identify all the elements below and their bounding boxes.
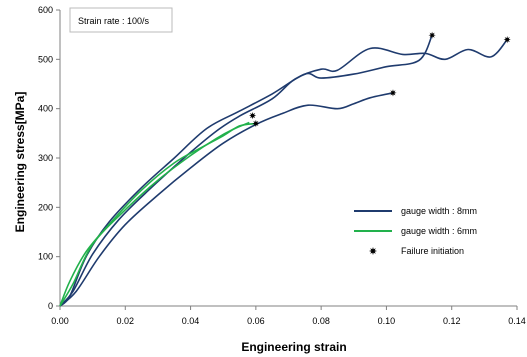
x-tick-label: 0.08	[312, 316, 330, 326]
axes: 0.00 0.02 0.04 0.06 0.08 0.10 0.12 0.14 0 100 200 3…	[38, 5, 526, 326]
y-tick-label: 400	[38, 104, 53, 114]
series-line-3	[59, 92, 394, 307]
x-tick-label: 0.06	[247, 316, 265, 326]
x-tick-label: 0.10	[378, 316, 396, 326]
series-line-2	[59, 39, 508, 307]
y-tick-label: 600	[38, 5, 53, 15]
series-lines	[59, 34, 508, 307]
y-tick-label: 500	[38, 54, 53, 64]
series-line-5	[59, 121, 250, 307]
legend-label-2: gauge width : 6mm	[401, 226, 477, 236]
y-tick-label: 300	[38, 153, 53, 163]
y-tick-label: 200	[38, 202, 53, 212]
failure-markers	[249, 31, 511, 128]
y-tick-label: 100	[38, 252, 53, 262]
failure-marker	[389, 89, 397, 97]
annotation-box	[69, 7, 173, 33]
series-line-4	[59, 122, 257, 307]
y-tick-label: 0	[48, 301, 53, 311]
failure-marker	[428, 31, 436, 39]
failure-marker	[252, 119, 260, 128]
legend: gauge width : 8mm gauge width : 6mm Failur…	[354, 206, 477, 256]
series-line-1	[59, 34, 433, 307]
x-tick-label: 0.02	[117, 316, 135, 326]
legend-label-1: gauge width : 8mm	[401, 206, 477, 216]
x-tick-label: 0.14	[508, 316, 526, 326]
x-axis-title: Engineering strain	[241, 340, 346, 354]
x-tick-label: 0.00	[51, 316, 69, 326]
failure-marker	[249, 112, 257, 120]
legend-label-3: Failure initiation	[401, 246, 464, 256]
annotation-text: Strain rate : 100/s	[78, 16, 150, 26]
x-tick-label: 0.12	[443, 316, 461, 326]
strain-rate-annotation: Strain rate : 100/s	[69, 7, 173, 33]
x-tick-label: 0.04	[182, 316, 200, 326]
y-axis-title: Engineering stress[MPa]	[13, 92, 27, 233]
legend-marker-failure	[369, 247, 377, 255]
failure-marker	[503, 36, 511, 44]
